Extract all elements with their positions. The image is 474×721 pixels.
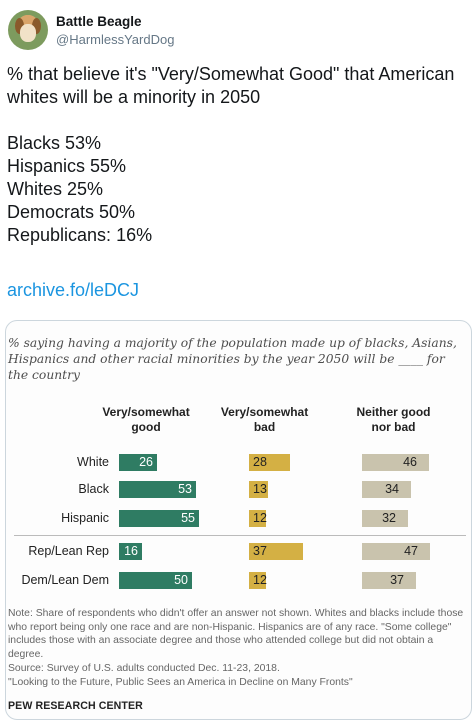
bar-bad-white: 28 (249, 454, 290, 471)
bar-good-dem-lean-dem: 50 (119, 572, 192, 589)
bar-bad-rep-lean-rep: 37 (249, 543, 303, 560)
row-label-dem-lean-dem: Dem/Lean Dem (21, 573, 109, 587)
tweet-text-line: whites will be a minority in 2050 (7, 87, 261, 107)
bar-bad-dem-lean-dem: 12 (249, 572, 267, 589)
bar-good-rep-lean-rep: 16 (119, 543, 142, 560)
stat-line: Democrats 50% (7, 202, 136, 222)
dog-ear-icon (32, 18, 41, 34)
archive-link[interactable]: archive.fo/leDCJ (7, 280, 140, 300)
tweet-header: Battle Beagle @HarmlessYardDog (8, 10, 448, 50)
bar-good-black: 53 (119, 481, 196, 498)
bar-neither-rep-lean-rep: 47 (362, 543, 430, 560)
chart-subtitle: % saying having a majority of the popula… (8, 336, 457, 382)
row-label-black: Black (78, 482, 109, 496)
chart-image-card[interactable]: % saying having a majority of the popula… (5, 320, 472, 720)
tweet-text-line: % that believe it's "Very/Somewhat Good"… (7, 64, 455, 84)
pew-brand: PEW RESEARCH CENTER (8, 700, 143, 712)
avatar[interactable] (8, 10, 48, 50)
dog-ear-icon (15, 18, 24, 34)
report-title: "Looking to the Future, Public Sees an A… (8, 676, 353, 688)
column-header-bad: Very/somewhat bad (220, 405, 309, 434)
chart-notes: Note: Share of respondents who didn't of… (8, 607, 468, 689)
bar-good-white: 26 (119, 454, 157, 471)
bar-neither-white: 46 (362, 454, 429, 471)
bar-bad-hispanic: 12 (249, 510, 267, 527)
row-label-rep-lean-rep: Rep/Lean Rep (28, 544, 109, 558)
bar-neither-dem-lean-dem: 37 (362, 572, 416, 589)
stat-line: Blacks 53% (7, 133, 102, 153)
column-header-good: Very/somewhat good (102, 405, 190, 434)
author-handle[interactable]: @HarmlessYardDog (56, 32, 175, 47)
bar-good-hispanic: 55 (119, 510, 199, 527)
stat-line: Republicans: 16% (7, 225, 153, 245)
author-name[interactable]: Battle Beagle (56, 14, 142, 29)
note-text: Note: Share of respondents who didn't of… (8, 608, 464, 661)
bar-bad-black: 13 (249, 481, 268, 498)
bar-neither-black: 34 (362, 481, 411, 498)
stat-line: Hispanics 55% (7, 156, 127, 176)
group-divider (14, 535, 466, 536)
row-label-white: White (77, 455, 109, 469)
column-header-neither: Neither good nor bad (356, 405, 431, 434)
source-text: Source: Survey of U.S. adults conducted … (8, 662, 280, 674)
row-label-hispanic: Hispanic (61, 511, 109, 525)
tweet-text: % that believe it's "Very/Somewhat Good"… (7, 63, 469, 247)
stat-line: Whites 25% (7, 179, 104, 199)
dog-face-icon (20, 24, 36, 42)
bar-neither-hispanic: 32 (362, 510, 408, 527)
